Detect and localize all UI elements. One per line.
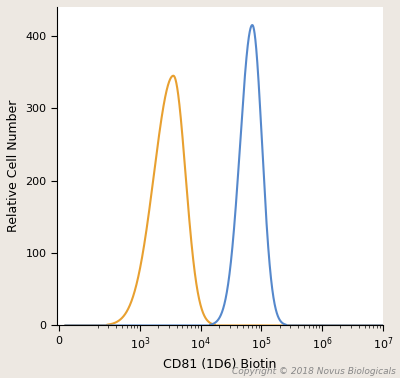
X-axis label: CD81 (1D6) Biotin: CD81 (1D6) Biotin bbox=[163, 358, 277, 371]
Text: Copyright © 2018 Novus Biologicals: Copyright © 2018 Novus Biologicals bbox=[232, 367, 396, 376]
Y-axis label: Relative Cell Number: Relative Cell Number bbox=[7, 100, 20, 232]
